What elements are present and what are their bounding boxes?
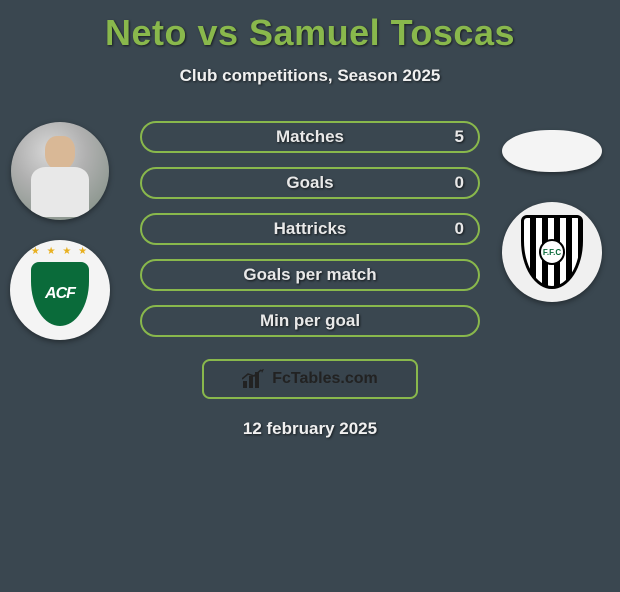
footer-brand-text: FcTables.com: [272, 370, 378, 388]
stat-rows: Matches 5 Goals 0 Hattricks 0 Goals per …: [140, 121, 480, 337]
stat-label: Goals: [142, 173, 478, 193]
bar-chart-icon: [242, 369, 266, 389]
stat-label: Hattricks: [142, 219, 478, 239]
stat-value-right: 0: [455, 173, 464, 193]
stat-row-goals-per-match: Goals per match: [140, 259, 480, 291]
stat-label: Goals per match: [142, 265, 478, 285]
stat-label: Min per goal: [142, 311, 478, 331]
page-title: Neto vs Samuel Toscas: [0, 12, 620, 54]
date-line: 12 february 2025: [0, 419, 620, 439]
stats-area: Matches 5 Goals 0 Hattricks 0 Goals per …: [0, 121, 620, 337]
footer-brand-box: FcTables.com: [202, 359, 418, 399]
stat-label: Matches: [142, 127, 478, 147]
stat-row-hattricks: Hattricks 0: [140, 213, 480, 245]
stat-value-right: 0: [455, 219, 464, 239]
stat-row-goals: Goals 0: [140, 167, 480, 199]
stat-row-matches: Matches 5: [140, 121, 480, 153]
stat-row-min-per-goal: Min per goal: [140, 305, 480, 337]
comparison-card: Neto vs Samuel Toscas Club competitions,…: [0, 12, 620, 439]
stat-value-right: 5: [455, 127, 464, 147]
subtitle: Club competitions, Season 2025: [0, 66, 620, 86]
